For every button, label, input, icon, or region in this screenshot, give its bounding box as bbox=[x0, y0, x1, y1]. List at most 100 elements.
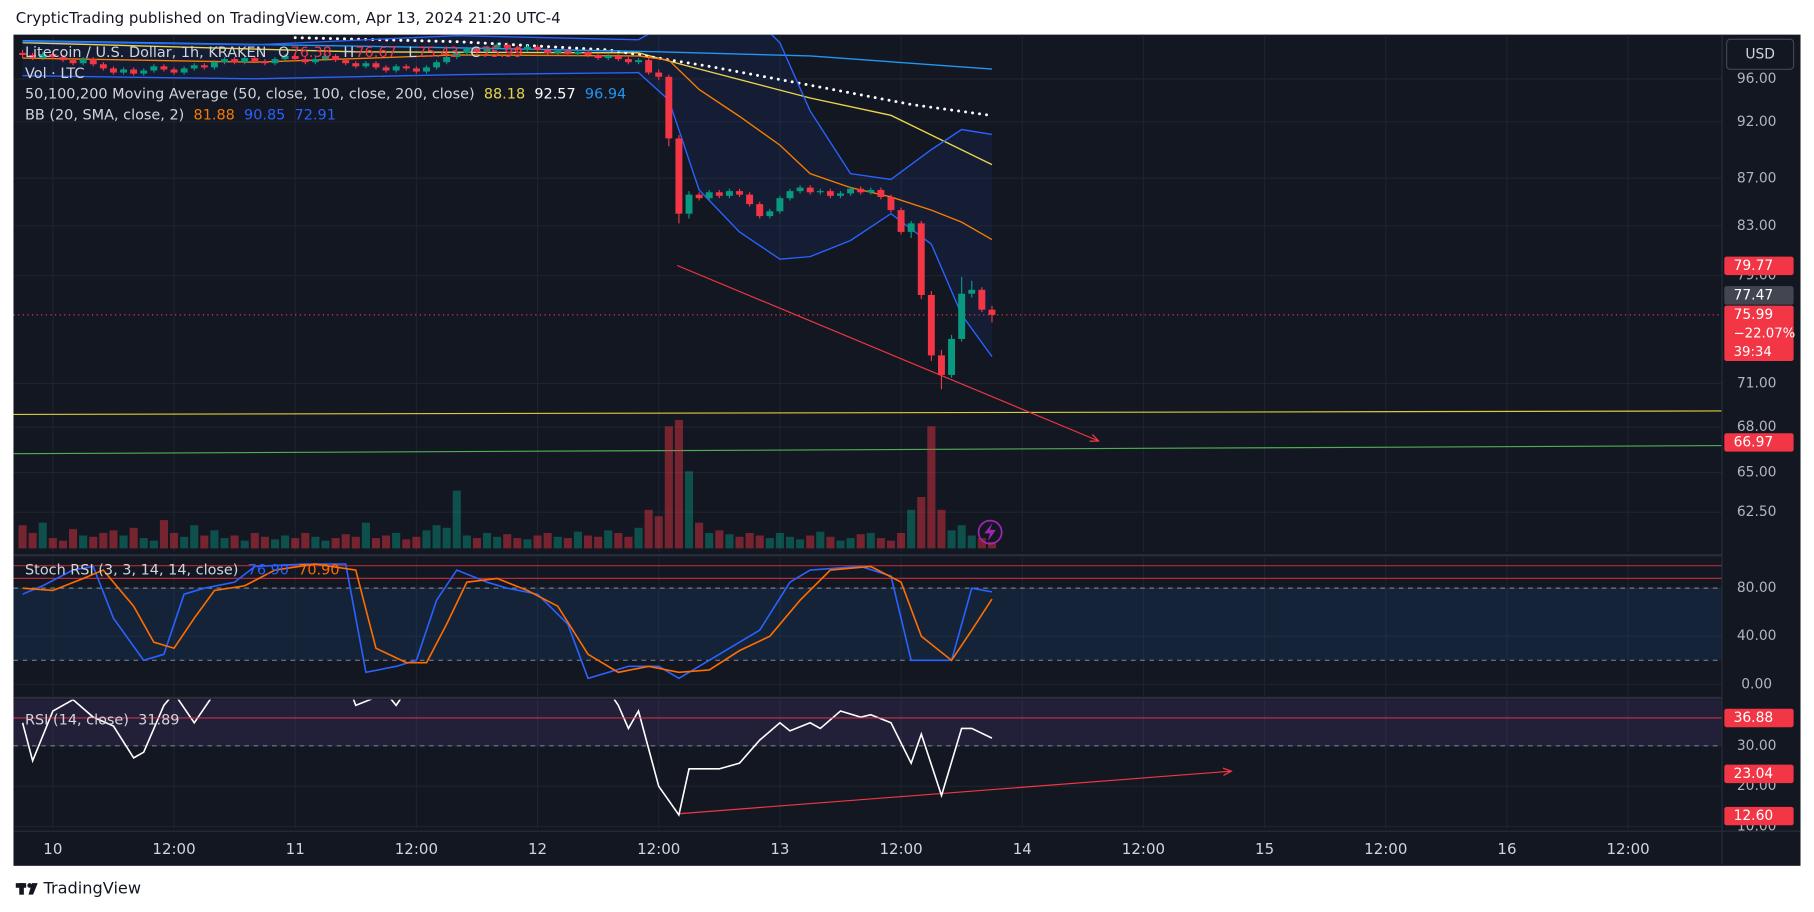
volume-bar bbox=[846, 538, 855, 549]
legend-item: Vol · LTC bbox=[25, 66, 84, 82]
indicator-line bbox=[22, 42, 993, 166]
volume-bar bbox=[220, 538, 229, 549]
candle-body bbox=[311, 59, 319, 63]
indicator-line bbox=[21, 699, 993, 817]
x-tick-label: 12:00 bbox=[1122, 840, 1165, 858]
volume-bar bbox=[897, 532, 906, 549]
logo bbox=[15, 883, 38, 895]
volume-bar bbox=[705, 532, 714, 549]
volume-bar bbox=[341, 534, 350, 549]
y-tick-label: 83.00 bbox=[1737, 218, 1777, 234]
drawn-level bbox=[13, 445, 1723, 455]
candle-body bbox=[59, 57, 67, 61]
price-tag bbox=[1724, 433, 1794, 452]
candle-body bbox=[69, 60, 77, 64]
y-tick-label: 68.00 bbox=[1737, 419, 1777, 435]
legend-item: 75.99 bbox=[481, 45, 522, 61]
candle-body bbox=[988, 309, 996, 315]
volume-bar bbox=[159, 520, 168, 549]
currency-box[interactable] bbox=[1726, 38, 1795, 70]
candle-body bbox=[423, 67, 430, 72]
candle-body bbox=[938, 355, 945, 375]
volume-bar bbox=[109, 530, 118, 549]
volume-bar bbox=[69, 529, 78, 549]
volume-bar bbox=[735, 536, 744, 549]
candle-body bbox=[867, 189, 875, 193]
candle-body bbox=[160, 66, 168, 70]
volume-bar bbox=[876, 538, 885, 549]
candle-body bbox=[322, 55, 329, 60]
volume-bar bbox=[604, 530, 613, 549]
x-tick-label: 12:00 bbox=[637, 840, 680, 858]
candle-body bbox=[786, 191, 794, 199]
legend-item: RSI (14, close) bbox=[25, 712, 129, 728]
volume-bar bbox=[48, 538, 57, 549]
candle-body bbox=[523, 46, 531, 50]
candle-body bbox=[655, 72, 663, 77]
candle-body bbox=[362, 63, 370, 67]
indicator-line bbox=[22, 34, 993, 181]
alert-bolt bbox=[984, 522, 996, 542]
volume-bar bbox=[664, 426, 673, 549]
volume-bar bbox=[462, 535, 471, 549]
volume-bar bbox=[240, 540, 249, 549]
volume-bar bbox=[684, 471, 694, 549]
volume-bar bbox=[614, 532, 623, 549]
y-tick-label: 71.00 bbox=[1737, 375, 1777, 391]
candle-body bbox=[473, 48, 481, 52]
volume-bar bbox=[866, 532, 875, 549]
candle-body bbox=[685, 194, 693, 214]
band bbox=[13, 699, 1723, 746]
legend-item: 76.90 bbox=[248, 562, 289, 578]
legend-item: Litecoin / U.S. Dollar, 1h, KRAKEN bbox=[25, 45, 266, 61]
price-tag-label: −22.07% bbox=[1734, 326, 1796, 341]
chart-bg bbox=[13, 34, 1801, 866]
volume-bar bbox=[392, 532, 401, 549]
candle-body bbox=[109, 68, 117, 73]
candle-body bbox=[39, 53, 47, 59]
candle-body bbox=[170, 69, 178, 73]
candle-body bbox=[453, 52, 461, 58]
volume-bar bbox=[947, 530, 956, 549]
candle-body bbox=[847, 188, 855, 194]
candle-body bbox=[826, 191, 834, 196]
volume-bar bbox=[775, 532, 784, 549]
candle-body bbox=[816, 191, 824, 193]
candle-body bbox=[251, 58, 259, 62]
volume-bar bbox=[523, 539, 532, 549]
volume-bar bbox=[472, 538, 482, 549]
stoch-pane bbox=[13, 563, 1723, 680]
x-tick-label: 11 bbox=[286, 840, 305, 858]
y-tick-label: 65.00 bbox=[1737, 465, 1777, 481]
volume-bar bbox=[18, 525, 27, 549]
candle-body bbox=[978, 289, 986, 310]
legend-row: 50,100,200 Moving Average (50, close, 10… bbox=[25, 87, 626, 103]
volume-bar bbox=[452, 490, 461, 549]
candle-body bbox=[513, 47, 521, 50]
logo-part bbox=[27, 883, 32, 888]
candle-body bbox=[200, 65, 208, 68]
footer-brand: TradingView bbox=[42, 878, 141, 897]
indicator-line bbox=[22, 563, 993, 674]
volume-bar bbox=[796, 539, 805, 549]
x-tick-label: 15 bbox=[1255, 840, 1274, 858]
candle-body bbox=[281, 55, 289, 60]
volume-bar bbox=[533, 535, 542, 549]
legend-row: Stoch RSI (3, 3, 14, 14, close) 76.90 70.9… bbox=[25, 562, 340, 578]
candle-body bbox=[877, 189, 885, 197]
currency[interactable]: USD bbox=[1745, 46, 1775, 62]
y-tick-label: 30.00 bbox=[1737, 738, 1777, 754]
volume-bar bbox=[594, 536, 603, 549]
volume-bar bbox=[644, 509, 653, 549]
alert-icon[interactable] bbox=[977, 519, 1003, 545]
volume-bar bbox=[149, 540, 158, 549]
candle-body bbox=[968, 289, 976, 294]
legend-row: BB (20, SMA, close, 2) 81.88 90.85 72.91 bbox=[25, 107, 336, 123]
candle-body bbox=[19, 52, 27, 55]
legend-item: 76.38 bbox=[291, 45, 332, 61]
volume-bar bbox=[331, 538, 340, 549]
legend-item: C bbox=[470, 45, 480, 61]
volume-bar bbox=[907, 509, 916, 549]
candle-body bbox=[463, 48, 471, 53]
candle-body bbox=[917, 223, 925, 295]
